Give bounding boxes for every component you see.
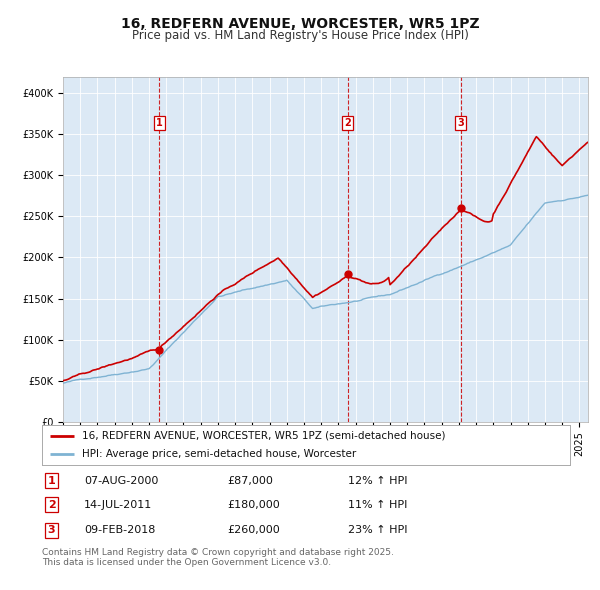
Text: 09-FEB-2018: 09-FEB-2018 (84, 525, 155, 535)
Text: 07-AUG-2000: 07-AUG-2000 (84, 476, 158, 486)
Text: £260,000: £260,000 (227, 525, 280, 535)
Text: 2: 2 (47, 500, 55, 510)
Text: HPI: Average price, semi-detached house, Worcester: HPI: Average price, semi-detached house,… (82, 449, 356, 459)
Text: Contains HM Land Registry data © Crown copyright and database right 2025.
This d: Contains HM Land Registry data © Crown c… (42, 548, 394, 567)
Text: 23% ↑ HPI: 23% ↑ HPI (348, 525, 408, 535)
Text: 3: 3 (47, 525, 55, 535)
Text: £87,000: £87,000 (227, 476, 272, 486)
Text: 12% ↑ HPI: 12% ↑ HPI (348, 476, 408, 486)
Text: £180,000: £180,000 (227, 500, 280, 510)
Text: 1: 1 (47, 476, 55, 486)
Text: 2: 2 (344, 119, 351, 128)
Text: 1: 1 (156, 119, 163, 128)
Text: 3: 3 (457, 119, 464, 128)
Text: 14-JUL-2011: 14-JUL-2011 (84, 500, 152, 510)
Text: 11% ↑ HPI: 11% ↑ HPI (348, 500, 407, 510)
Text: Price paid vs. HM Land Registry's House Price Index (HPI): Price paid vs. HM Land Registry's House … (131, 29, 469, 42)
Text: 16, REDFERN AVENUE, WORCESTER, WR5 1PZ (semi-detached house): 16, REDFERN AVENUE, WORCESTER, WR5 1PZ (… (82, 431, 445, 441)
Text: 16, REDFERN AVENUE, WORCESTER, WR5 1PZ: 16, REDFERN AVENUE, WORCESTER, WR5 1PZ (121, 17, 479, 31)
